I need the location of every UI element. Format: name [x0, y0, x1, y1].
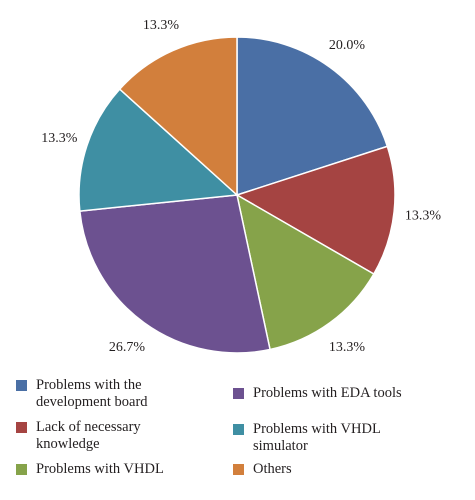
pie-slices [78, 36, 396, 354]
pie-slice-lack-of-necessary-knowledge [236, 145, 396, 275]
pie-value-label-lack-of-necessary-knowledge: 13.3% [405, 209, 442, 224]
pie-slice-problems-with-the-development-board [236, 36, 389, 196]
pie-value-labels: 20.0% 13.3% 13.3% 26.7% 13.3% 13.3% [41, 18, 441, 355]
pie-slice-others [118, 36, 238, 196]
pie-value-label-problems-with-vhdl: 13.3% [329, 340, 366, 355]
pie-value-label-others: 13.3% [143, 18, 180, 33]
pie-value-label-problems-with-vhdl-simulator: 13.3% [41, 131, 78, 146]
pie-slice-problems-with-vhdl-simulator [78, 88, 238, 212]
pie-slice-problems-with-eda-tools [79, 194, 271, 354]
pie-value-label-problems-with-the-development-board: 20.0% [329, 38, 366, 53]
pie-value-label-problems-with-eda-tools: 26.7% [109, 340, 146, 355]
pie-slice-problems-with-vhdl [236, 194, 375, 351]
